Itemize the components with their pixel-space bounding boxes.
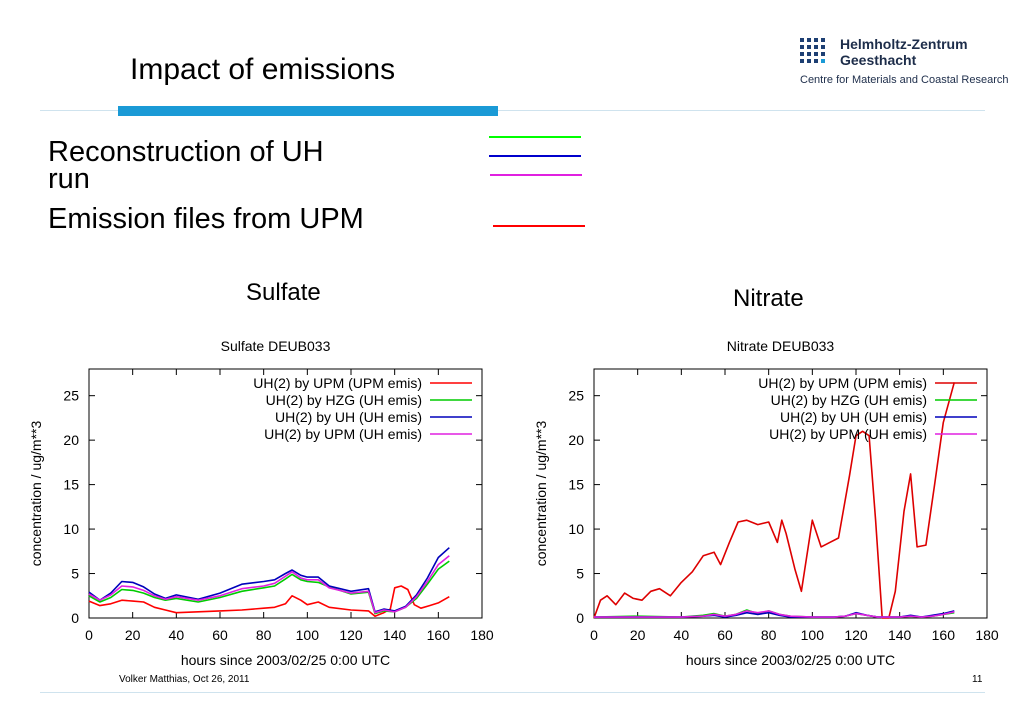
x-tick-label: 60 [212, 627, 228, 643]
y-tick-label: 5 [71, 566, 79, 582]
header-divider [40, 110, 985, 111]
x-tick-label: 80 [256, 627, 272, 643]
title-accent-bar [118, 106, 498, 116]
nitrate-chart: Nitrate DEUB033 0 20 40 60 80 100 120 140 160 180 0… [533, 338, 999, 668]
legend-entry-label: UH(2) by HZG (UH emis) [771, 392, 927, 408]
chart-title: Sulfate DEUB033 [221, 338, 331, 354]
x-tick-label: 100 [801, 627, 825, 643]
x-tick-label: 80 [761, 627, 777, 643]
y-tick-label: 20 [63, 432, 79, 448]
nitrate-heading: Nitrate [733, 285, 804, 312]
logo-name-line2: Geesthacht [840, 52, 917, 68]
reconstruction-label-line2: run [48, 163, 90, 195]
slide-title: Impact of emissions [130, 53, 396, 86]
y-axis-label: concentration / ug/m**3 [28, 421, 44, 567]
footer-divider [40, 692, 985, 693]
x-tick-label: 120 [339, 627, 363, 643]
y-tick-label: 25 [568, 388, 584, 404]
x-tick-label: 180 [470, 627, 494, 643]
chart-title: Nitrate DEUB033 [727, 338, 835, 354]
series-line [88, 547, 450, 613]
x-tick-label: 180 [975, 627, 999, 643]
x-axis-label: hours since 2003/02/25 0:00 UTC [686, 652, 895, 668]
x-axis-label: hours since 2003/02/25 0:00 UTC [181, 652, 390, 668]
logo-dots-icon [800, 38, 828, 66]
x-tick-label: 0 [590, 627, 598, 643]
legend-entry-label: UH(2) by UPM (UH emis) [769, 426, 927, 442]
y-tick-label: 20 [568, 432, 584, 448]
legend-line-magenta [490, 174, 582, 176]
x-tick-label: 140 [888, 627, 912, 643]
reconstruction-label-line1: Reconstruction of UH [48, 136, 324, 168]
y-tick-label: 25 [63, 388, 79, 404]
y-tick-label: 10 [568, 521, 584, 537]
helmholtz-logo: Helmholtz-Zentrum Geesthacht Centre for … [800, 36, 1008, 92]
legend-line-green [489, 136, 581, 138]
series-line [88, 555, 450, 614]
legend-entry-label: UH(2) by HZG (UH emis) [266, 392, 422, 408]
series-line [593, 382, 956, 619]
series-line [594, 610, 955, 618]
x-tick-label: 160 [427, 627, 451, 643]
legend-line-blue [489, 155, 581, 157]
x-tick-label: 60 [717, 627, 733, 643]
legend-entry-label: UH(2) by UH (UH emis) [275, 409, 422, 425]
x-tick-label: 40 [674, 627, 690, 643]
legend-entry-label: UH(2) by UPM (UH emis) [264, 426, 422, 442]
plot-frame [593, 368, 988, 619]
y-tick-label: 0 [576, 610, 584, 626]
legend-line-red [493, 225, 585, 227]
x-tick-label: 20 [125, 627, 141, 643]
series-line [88, 585, 450, 618]
plot-frame [88, 368, 483, 619]
x-tick-label: 160 [932, 627, 956, 643]
emission-files-label: Emission files from UPM [48, 203, 364, 235]
footer-author: Volker Matthias, Oct 26, 2011 [119, 674, 250, 685]
y-tick-label: 10 [63, 521, 79, 537]
x-tick-label: 100 [296, 627, 320, 643]
x-tick-label: 0 [85, 627, 93, 643]
sulfate-chart: Sulfate DEUB033 0 20 40 60 80 100 120 140 160 180 0… [28, 338, 494, 668]
y-tick-label: 15 [568, 477, 584, 493]
page-number: 11 [972, 674, 983, 685]
sulfate-heading: Sulfate [246, 279, 321, 306]
legend-entry-label: UH(2) by UPM (UPM emis) [253, 375, 422, 391]
legend-entry-label: UH(2) by UH (UH emis) [780, 409, 927, 425]
logo-name: Helmholtz-Zentrum Geesthacht [840, 36, 968, 68]
x-tick-label: 120 [844, 627, 868, 643]
logo-subtitle: Centre for Materials and Coastal Researc… [800, 74, 1009, 86]
legend-entry-label: UH(2) by UPM (UPM emis) [758, 375, 927, 391]
y-tick-label: 15 [63, 477, 79, 493]
x-tick-label: 140 [383, 627, 407, 643]
logo-name-line1: Helmholtz-Zentrum [840, 36, 968, 52]
y-tick-label: 5 [576, 566, 584, 582]
y-axis-label: concentration / ug/m**3 [533, 421, 549, 567]
y-tick-label: 0 [71, 610, 79, 626]
x-tick-label: 40 [169, 627, 185, 643]
x-tick-label: 20 [630, 627, 646, 643]
